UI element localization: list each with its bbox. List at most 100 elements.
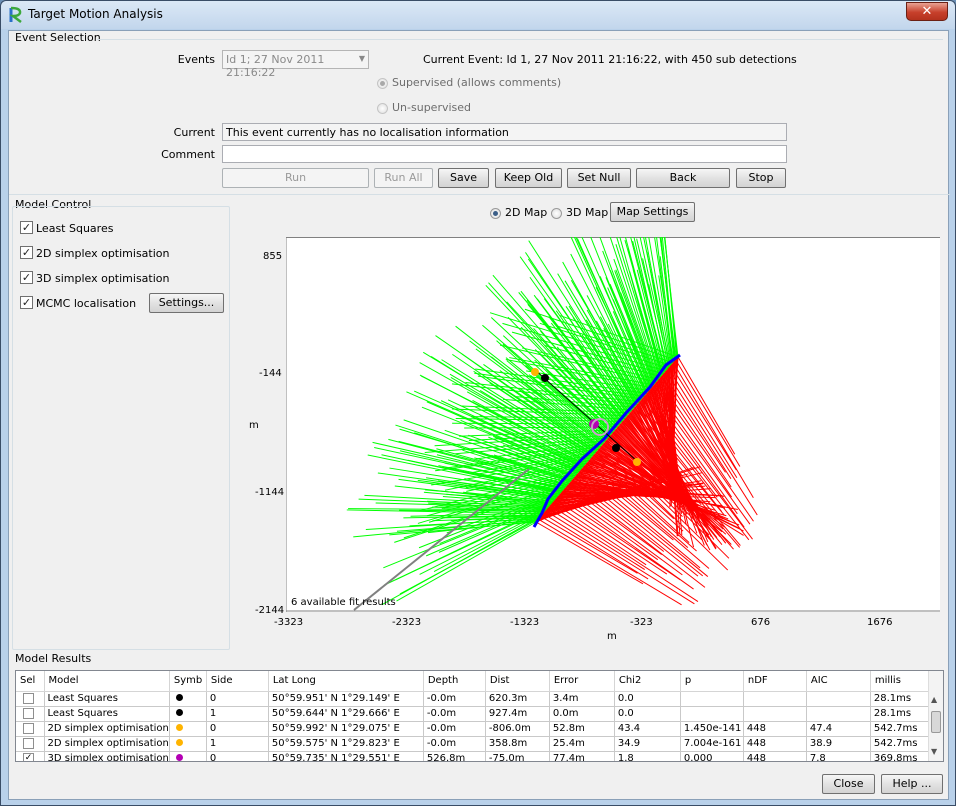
- stop-button[interactable]: Stop: [736, 168, 786, 188]
- aic-cell: 47.4: [806, 721, 871, 737]
- column-header[interactable]: AIC: [806, 671, 871, 692]
- least-squares-checkbox[interactable]: ✓: [20, 221, 33, 234]
- table-row[interactable]: Least Squares 1 50°59.644' N 1°29.666' E -0…: [16, 706, 933, 722]
- map-plot[interactable]: [285, 185, 940, 612]
- comment-field[interactable]: [222, 145, 787, 163]
- map-settings-button[interactable]: Map Settings: [610, 202, 695, 222]
- scroll-down-icon[interactable]: ▼: [931, 747, 938, 756]
- latlong-cell: 50°59.735' N 1°29.551' E: [268, 751, 424, 761]
- map-2d-radio[interactable]: [490, 208, 501, 219]
- bearing-line: [651, 387, 751, 525]
- symbol-cell: [169, 751, 207, 761]
- bearing-line: [499, 344, 657, 383]
- latlong-cell: 50°59.992' N 1°29.075' E: [268, 721, 424, 737]
- table-vertical-scrollbar[interactable]: ▲ ▼: [928, 671, 943, 761]
- events-dropdown[interactable]: Id 1; 27 Nov 2011 21:16:22 ▼: [222, 50, 369, 79]
- bearing-line: [579, 471, 709, 577]
- close-button[interactable]: Close: [822, 774, 875, 794]
- column-header[interactable]: Sel: [16, 671, 45, 692]
- column-header[interactable]: millis: [870, 671, 933, 692]
- column-header[interactable]: p: [680, 671, 744, 692]
- bearing-line: [626, 416, 667, 474]
- table-header-row: Sel Model Symb Side Lat Long Depth Dist Error Ch…: [16, 671, 933, 692]
- column-header[interactable]: Lat Long: [268, 671, 424, 692]
- column-header[interactable]: Side: [206, 671, 269, 692]
- bearing-line: [550, 504, 699, 602]
- set-null-button[interactable]: Set Null: [567, 168, 631, 188]
- error-cell: 0.0m: [549, 706, 615, 722]
- bearing-line: [638, 231, 670, 368]
- x-tick-6: 1676: [867, 617, 893, 628]
- table-row[interactable]: 2D simplex optimisation 1 50°59.575' N 1°2…: [16, 736, 933, 752]
- map-2d-label: 2D Map: [505, 206, 548, 219]
- title-bar[interactable]: Target Motion Analysis ✕: [1, 1, 955, 29]
- model-cell: 3D simplex optimisation: [44, 751, 170, 761]
- bearing-line: [600, 446, 729, 571]
- column-header[interactable]: nDF: [743, 671, 807, 692]
- table-row[interactable]: Least Squares 0 50°59.951' N 1°29.149' E -0…: [16, 691, 933, 707]
- bearing-line: [663, 373, 732, 480]
- bearing-line: [465, 462, 587, 489]
- table-row[interactable]: ✓ 3D simplex optimisation 0 50°59.735' N 1°…: [16, 751, 933, 762]
- mcmc-settings-button[interactable]: Settings...: [149, 293, 224, 313]
- bearing-line: [474, 454, 594, 475]
- bearing-line: [588, 460, 689, 548]
- bearing-line: [552, 502, 647, 566]
- bearing-line: [631, 409, 723, 520]
- back-button[interactable]: Back: [636, 168, 730, 188]
- bearing-line: [655, 381, 754, 522]
- bearing-line: [675, 359, 741, 467]
- fit-symbol-icon: [175, 739, 183, 746]
- bearing-line: [629, 412, 741, 546]
- bearing-line: [554, 499, 668, 575]
- run-all-button[interactable]: Run All: [374, 168, 433, 188]
- row-select-checkbox[interactable]: [23, 722, 34, 734]
- side-cell: 1: [206, 706, 269, 722]
- column-header[interactable]: Symb: [169, 671, 207, 692]
- results-grid: Sel Model Symb Side Lat Long Depth Dist Error Ch…: [16, 671, 933, 762]
- bearing-line: [358, 498, 550, 507]
- row-select-cell[interactable]: [16, 736, 45, 752]
- supervised-radio[interactable]: [377, 78, 388, 89]
- window-close-button[interactable]: ✕: [906, 2, 948, 21]
- mcmc-label: MCMC localisation: [36, 297, 137, 310]
- symbol-cell: [169, 736, 207, 752]
- bearing-line: [564, 488, 683, 576]
- simplex-3d-checkbox[interactable]: ✓: [20, 271, 33, 284]
- scrollbar-thumb[interactable]: [931, 711, 941, 733]
- row-select-cell[interactable]: [16, 691, 45, 707]
- run-button[interactable]: Run: [222, 168, 369, 188]
- row-select-checkbox[interactable]: [23, 692, 34, 704]
- bearing-line: [388, 438, 568, 487]
- scroll-up-icon[interactable]: ▲: [931, 695, 938, 704]
- column-header[interactable]: Model: [44, 671, 170, 692]
- row-select-checkbox[interactable]: [23, 707, 34, 719]
- column-header[interactable]: Dist: [485, 671, 550, 692]
- simplex-2d-checkbox[interactable]: ✓: [20, 246, 33, 259]
- help-button[interactable]: Help ...: [881, 774, 943, 794]
- keep-old-button[interactable]: Keep Old: [495, 168, 562, 188]
- bearing-line: [576, 474, 704, 577]
- table-row[interactable]: 2D simplex optimisation 0 50°59.992' N 1°2…: [16, 721, 933, 737]
- bearing-line: [459, 435, 577, 476]
- bearing-line: [471, 451, 597, 474]
- bearing-line: [667, 359, 677, 457]
- row-select-cell[interactable]: [16, 721, 45, 737]
- row-select-cell[interactable]: [16, 706, 45, 722]
- save-button[interactable]: Save: [438, 168, 489, 188]
- bearing-line: [444, 459, 590, 491]
- row-select-checkbox[interactable]: ✓: [23, 752, 34, 762]
- column-header[interactable]: Depth: [423, 671, 486, 692]
- map-3d-radio[interactable]: [551, 208, 562, 219]
- bearing-line: [499, 370, 604, 445]
- unsupervised-radio[interactable]: [377, 103, 388, 114]
- column-header[interactable]: Error: [549, 671, 615, 692]
- row-select-cell[interactable]: ✓: [16, 751, 45, 762]
- model-results-table[interactable]: Sel Model Symb Side Lat Long Depth Dist Error Ch…: [15, 670, 944, 762]
- mcmc-checkbox[interactable]: ✓: [20, 296, 33, 309]
- column-header[interactable]: Chi2: [614, 671, 681, 692]
- row-select-checkbox[interactable]: [23, 737, 34, 749]
- latlong-cell: 50°59.951' N 1°29.149' E: [268, 691, 424, 707]
- bearing-line: [417, 476, 575, 524]
